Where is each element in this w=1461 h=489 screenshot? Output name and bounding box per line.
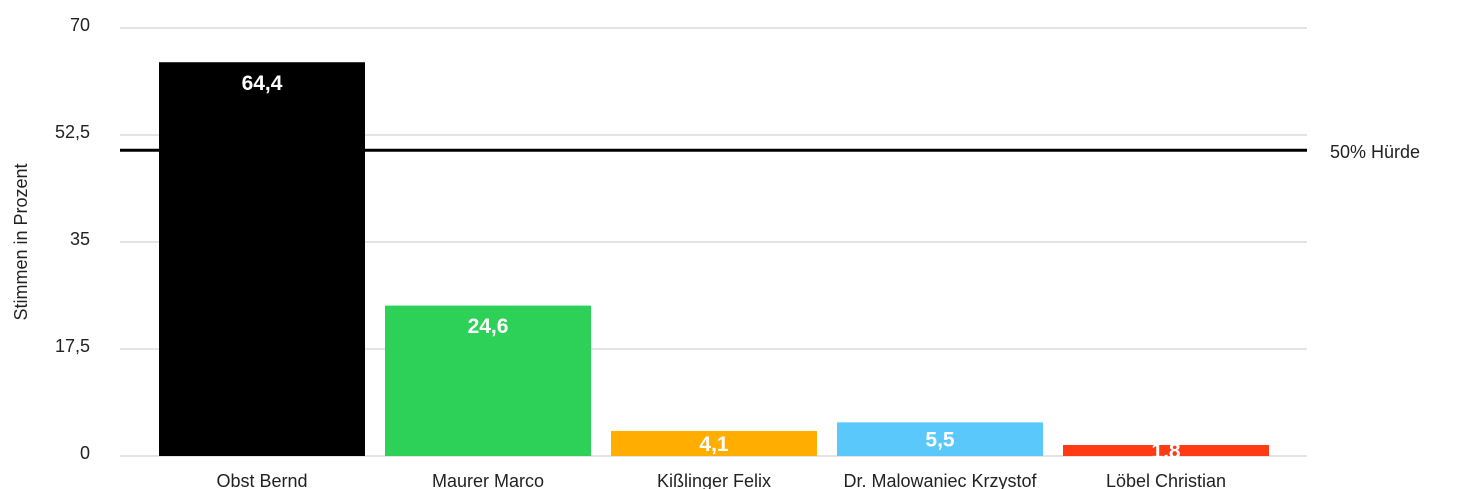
chart: Stimmen in Prozent 0 17,5 35 52,5 70 64,4 Obst… (0, 0, 1461, 489)
reference-label: 50% Hürde (1330, 142, 1420, 162)
y-axis-title: Stimmen in Prozent (11, 163, 31, 320)
y-tick-label: 70 (70, 15, 90, 35)
value-label: 24,6 (468, 315, 509, 338)
x-tick-label: Dr. Malowaniec Krzystof (843, 471, 1037, 489)
value-label: 1,8 (1151, 440, 1181, 463)
y-tick-label: 17,5 (55, 336, 90, 356)
x-tick-label: Kißlinger Felix (657, 471, 771, 489)
x-tick-label: Maurer Marco (432, 471, 544, 489)
value-label: 5,5 (925, 429, 955, 452)
y-tick-label: 0 (80, 443, 90, 463)
y-tick-label: 52,5 (55, 122, 90, 142)
value-label: 64,4 (242, 72, 283, 95)
value-label: 4,1 (699, 433, 729, 456)
x-tick-label: Löbel Christian (1106, 471, 1226, 489)
x-tick-label: Obst Bernd (216, 471, 307, 489)
bar (159, 62, 365, 456)
y-tick-label: 35 (70, 229, 90, 249)
